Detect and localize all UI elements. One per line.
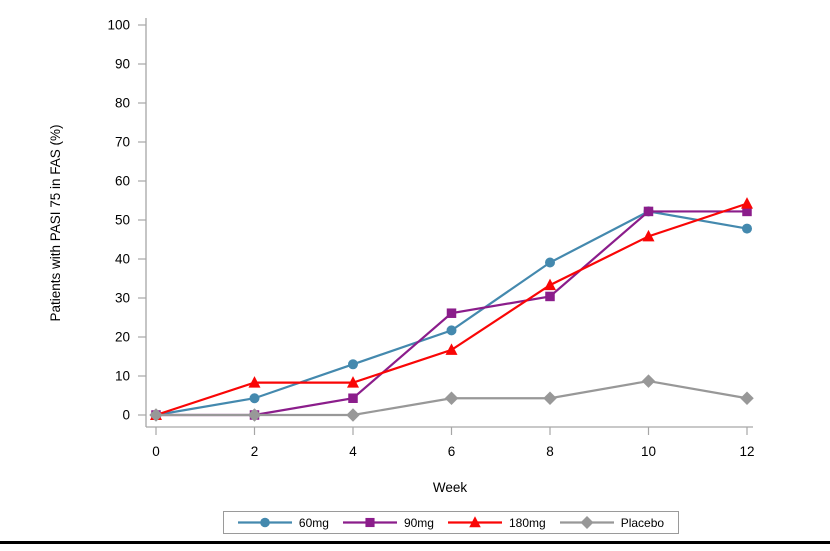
marker-180mg-week2 bbox=[248, 376, 261, 388]
y-tick-label: 80 bbox=[115, 96, 130, 111]
x-tick-label: 8 bbox=[546, 444, 554, 459]
marker-60mg-week12 bbox=[742, 223, 752, 234]
marker-180mg-week10 bbox=[642, 229, 655, 242]
legend-label-60mg: 60mg bbox=[298, 515, 329, 530]
x-tick-label: 12 bbox=[739, 444, 754, 459]
legend-sample-180mg bbox=[447, 516, 502, 528]
legend-marker-90mg bbox=[365, 517, 375, 528]
legend-item-180mg: 180mg bbox=[447, 515, 546, 530]
x-tick-label: 6 bbox=[448, 444, 456, 459]
marker-180mg-week4 bbox=[347, 376, 359, 388]
y-tick-label: 70 bbox=[115, 135, 130, 150]
marker-Placebo-week10 bbox=[641, 374, 656, 388]
y-tick-label: 50 bbox=[115, 213, 130, 228]
y-tick-label: 90 bbox=[115, 57, 130, 72]
x-tick-label: 2 bbox=[251, 444, 259, 459]
legend-item-90mg: 90mg bbox=[342, 515, 434, 530]
x-tick-label: 4 bbox=[349, 444, 357, 459]
legend-item-60mg: 60mg bbox=[237, 515, 329, 530]
legend: 60mg 90mg 180mg Placebo bbox=[223, 511, 679, 534]
legend-marker-180mg bbox=[469, 516, 481, 528]
marker-90mg-week6 bbox=[446, 308, 457, 318]
y-axis-title: Patients with PASI 75 in FAS (%) bbox=[48, 124, 63, 321]
y-tick-label: 10 bbox=[115, 369, 130, 384]
legend-label-90mg: 90mg bbox=[403, 515, 434, 530]
marker-60mg-week2 bbox=[249, 393, 260, 404]
marker-90mg-week4 bbox=[348, 393, 358, 403]
legend-marker-60mg bbox=[260, 517, 270, 528]
y-tick-label: 30 bbox=[115, 291, 130, 306]
legend-item-Placebo: Placebo bbox=[559, 515, 665, 530]
x-axis-title: Week bbox=[433, 480, 468, 495]
y-tick-label: 0 bbox=[122, 408, 130, 423]
marker-90mg-week10 bbox=[643, 206, 654, 217]
marker-180mg-week12 bbox=[741, 197, 753, 209]
x-tick-label: 0 bbox=[152, 444, 160, 459]
marker-Placebo-week0 bbox=[149, 408, 163, 422]
legend-sample-60mg bbox=[237, 517, 292, 528]
y-tick-label: 60 bbox=[115, 174, 130, 189]
legend-label-Placebo: Placebo bbox=[620, 515, 665, 530]
x-tick-label: 10 bbox=[641, 444, 656, 459]
marker-Placebo-week8 bbox=[543, 391, 557, 405]
marker-180mg-week8 bbox=[544, 278, 556, 291]
legend-marker-Placebo bbox=[580, 516, 594, 529]
y-tick-label: 100 bbox=[107, 18, 130, 33]
marker-180mg-week6 bbox=[445, 343, 458, 355]
marker-90mg-week8 bbox=[545, 291, 555, 302]
bottom-rule bbox=[0, 541, 830, 544]
marker-60mg-week8 bbox=[545, 257, 555, 268]
legend-sample-90mg bbox=[342, 517, 397, 528]
marker-Placebo-week6 bbox=[444, 391, 459, 405]
marker-60mg-week6 bbox=[446, 325, 457, 336]
marker-60mg-week4 bbox=[348, 359, 358, 370]
legend-sample-Placebo bbox=[559, 516, 614, 529]
marker-Placebo-week12 bbox=[740, 391, 754, 405]
y-tick-label: 20 bbox=[115, 330, 130, 345]
legend-label-180mg: 180mg bbox=[508, 515, 546, 530]
marker-Placebo-week2 bbox=[247, 408, 262, 422]
marker-Placebo-week4 bbox=[346, 408, 360, 422]
marker-90mg-week12 bbox=[742, 206, 752, 217]
y-tick-label: 40 bbox=[115, 252, 130, 267]
